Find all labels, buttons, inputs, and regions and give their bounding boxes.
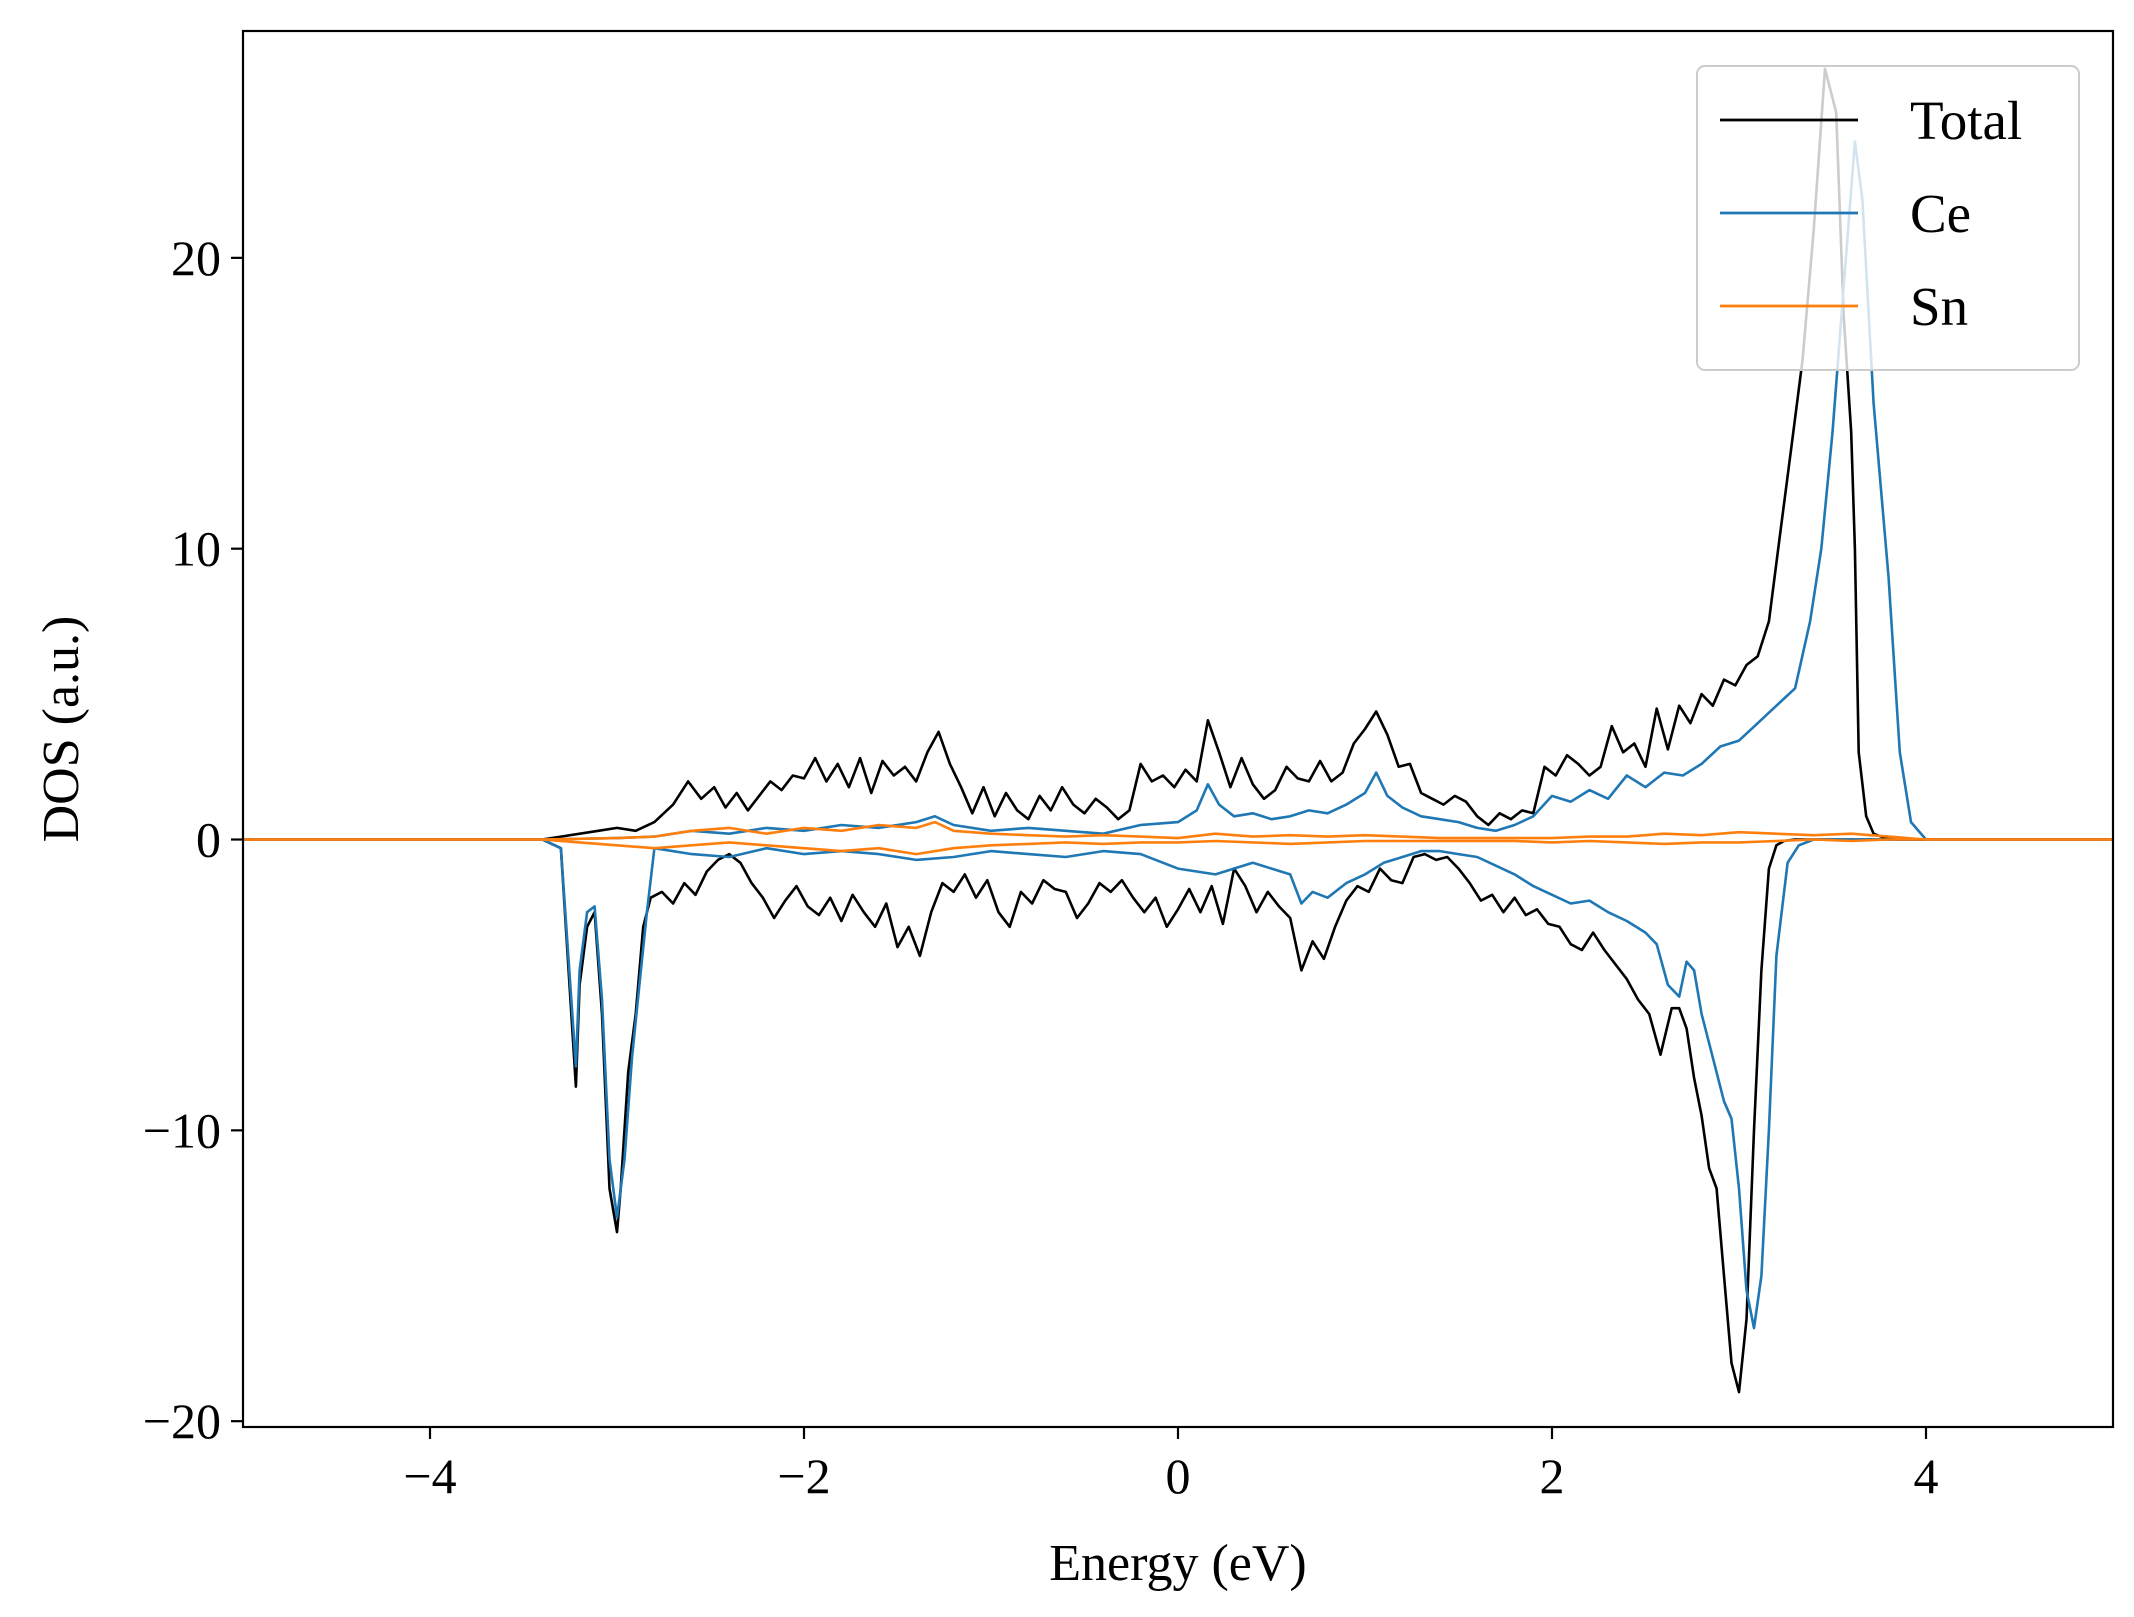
y-tick-label: 0 [196, 812, 221, 868]
y-axis-ticks: −20 −10 0 10 20 [143, 230, 243, 1449]
x-tick-label: −2 [777, 1448, 830, 1504]
legend-label-sn: Sn [1910, 276, 1968, 337]
x-axis-label: Energy (eV) [1049, 1535, 1307, 1592]
legend-label-total: Total [1910, 90, 2022, 151]
y-axis-label: DOS (a.u.) [33, 616, 90, 843]
series-line-ce-spin-down [243, 838, 2113, 1330]
legend: Total Ce Sn [1696, 65, 2080, 371]
y-tick-label: 20 [171, 230, 221, 286]
y-tick-label: 10 [171, 521, 221, 577]
legend-box [1696, 65, 2080, 371]
series-line-sn-spin-down [243, 838, 2113, 856]
series-line-total [243, 67, 2113, 841]
x-tick-label: 4 [1914, 1448, 1939, 1504]
y-tick-label: −20 [143, 1393, 221, 1449]
series-line-sn [243, 820, 2113, 841]
y-tick-label: −10 [143, 1102, 221, 1158]
series-line-ce [243, 140, 2113, 841]
legend-label-ce: Ce [1910, 183, 1971, 244]
series-layer [243, 67, 2113, 1394]
x-axis-ticks: −4 −2 0 2 4 [403, 1427, 1939, 1504]
x-tick-label: 2 [1540, 1448, 1565, 1504]
x-tick-label: 0 [1166, 1448, 1191, 1504]
x-tick-label: −4 [403, 1448, 456, 1504]
